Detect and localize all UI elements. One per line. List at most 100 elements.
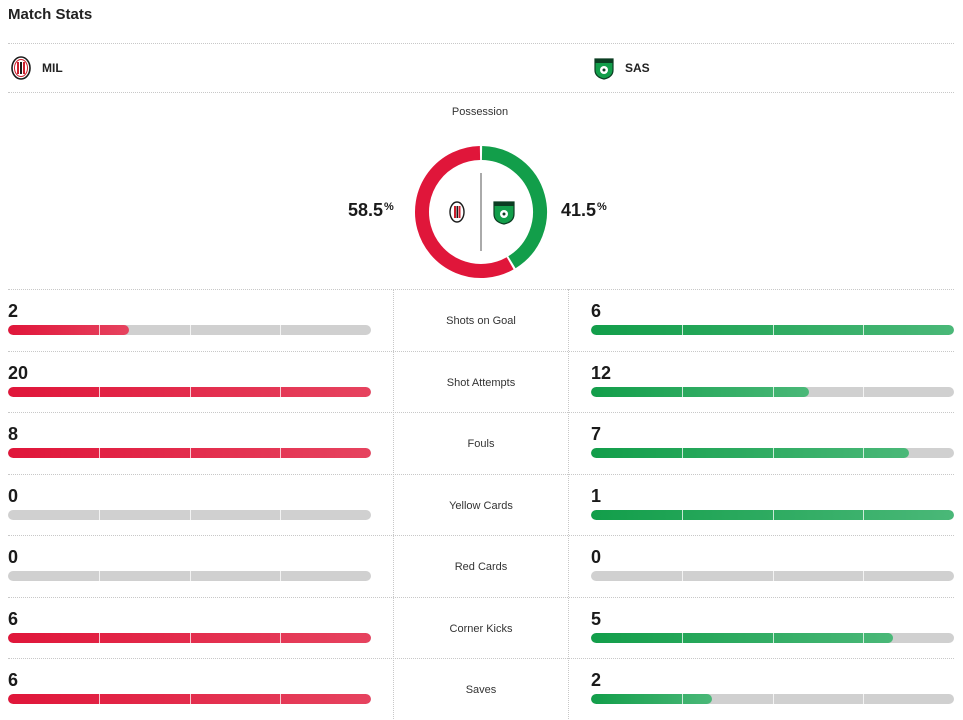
stat-label: Saves (465, 684, 497, 696)
bar-tick (280, 571, 282, 581)
bar-tick (189, 448, 191, 458)
home-stat-bar (8, 632, 371, 643)
home-stat-bar-fill (8, 325, 129, 335)
bar-tick (280, 694, 282, 704)
away-stat-bar (591, 386, 954, 397)
away-stat-value: 1 (591, 485, 602, 506)
home-team[interactable]: MIL (10, 56, 63, 80)
home-stat-value: 20 (8, 362, 29, 383)
stat-row: 6 2 Saves (0, 658, 963, 720)
home-team-abbr: MIL (42, 61, 63, 75)
away-stat-value: 12 (591, 362, 612, 383)
bar-tick (681, 509, 683, 520)
bar-tick (863, 509, 865, 520)
divider (8, 473, 954, 475)
bar-tick (772, 571, 774, 581)
bar-tick (98, 386, 100, 397)
away-stat-value: 5 (591, 608, 602, 629)
home-possession: 58.5% (348, 200, 394, 221)
home-stat-bar (8, 571, 371, 581)
bar-tick (681, 632, 683, 643)
bar-tick (863, 448, 865, 458)
stat-row: 6 5 Corner Kicks (0, 597, 963, 659)
bar-tick (98, 509, 100, 520)
bar-tick (772, 694, 774, 704)
away-possession-value: 41.5 (561, 200, 597, 220)
ac-milan-crest-icon (449, 201, 465, 223)
bar-tick (863, 632, 865, 643)
possession-label: Possession (451, 106, 509, 118)
possession-donut (415, 146, 547, 278)
stat-label: Shots on Goal (446, 315, 516, 327)
divider (8, 596, 954, 598)
divider (8, 289, 954, 290)
ac-milan-crest-icon (11, 56, 31, 80)
away-possession-arc (481, 146, 547, 269)
possession-unit: % (597, 201, 607, 213)
stat-label: Fouls (467, 438, 495, 450)
away-team-abbr: SAS (625, 61, 650, 75)
bar-tick (681, 694, 683, 704)
stat-row: 20 12 Shot Attempts (0, 351, 963, 413)
divider (8, 43, 954, 44)
home-stat-value: 0 (8, 485, 19, 506)
stat-row: 0 1 Yellow Cards (0, 474, 963, 536)
away-stat-bar-fill (591, 632, 894, 643)
away-stat-value: 2 (591, 670, 602, 690)
divider (8, 658, 954, 659)
home-possession-value: 58.5 (348, 200, 384, 220)
home-stat-value: 6 (8, 670, 19, 690)
home-stat-bar (8, 509, 371, 520)
bar-tick (98, 694, 100, 704)
away-stat-bar (591, 632, 954, 643)
divider (8, 350, 954, 352)
home-stat-value: 8 (8, 424, 19, 444)
sassuolo-crest-icon (493, 201, 515, 225)
bar-tick (189, 325, 191, 335)
bar-tick (189, 694, 191, 704)
bar-tick (772, 448, 774, 458)
home-stat-value: 2 (8, 301, 19, 321)
away-team[interactable]: SAS (593, 56, 650, 80)
home-stat-value: 6 (8, 608, 19, 629)
bar-tick (189, 571, 191, 581)
away-stat-bar (591, 509, 954, 520)
column-divider (393, 289, 394, 719)
stat-row: 8 7 Fouls (0, 412, 963, 474)
stat-row: 2 6 Shots on Goal (0, 289, 963, 351)
away-stat-bar (591, 325, 954, 335)
away-stat-value: 6 (591, 301, 602, 321)
home-stat-value: 0 (8, 547, 19, 567)
bar-tick (772, 325, 774, 335)
bar-tick (863, 386, 865, 397)
bar-tick (772, 509, 774, 520)
away-stat-bar-fill (591, 694, 712, 704)
divider (8, 92, 954, 93)
sassuolo-crest-icon (594, 58, 614, 80)
bar-tick (681, 448, 683, 458)
home-stat-bar (8, 694, 371, 704)
bar-tick (189, 386, 191, 397)
away-stat-value: 0 (591, 547, 602, 567)
home-stat-bar (8, 325, 371, 335)
away-stat-value: 7 (591, 424, 602, 444)
away-possession: 41.5% (561, 200, 607, 221)
bar-tick (681, 571, 683, 581)
bar-tick (280, 509, 282, 520)
bar-tick (189, 632, 191, 643)
home-stat-bar (8, 386, 371, 397)
bar-tick (280, 632, 282, 643)
stat-row: 0 0 Red Cards (0, 535, 963, 597)
bar-tick (280, 448, 282, 458)
column-divider (568, 289, 569, 719)
bar-tick (772, 386, 774, 397)
bar-tick (280, 386, 282, 397)
possession-unit: % (384, 201, 394, 213)
bar-tick (98, 571, 100, 581)
away-stat-bar-fill (591, 448, 909, 458)
bar-tick (98, 632, 100, 643)
bar-tick (189, 509, 191, 520)
stat-label: Red Cards (454, 561, 508, 573)
bar-tick (863, 694, 865, 704)
home-possession-arc (415, 146, 514, 278)
